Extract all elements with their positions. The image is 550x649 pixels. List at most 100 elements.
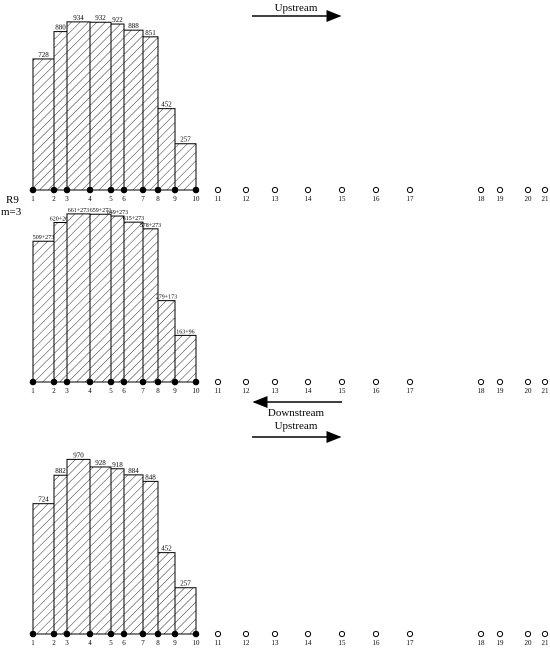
station-marker-15 (338, 630, 346, 638)
bar-value-label: 918 (112, 461, 123, 469)
station-marker-20 (524, 186, 532, 194)
station-marker-2 (50, 186, 58, 194)
station-marker-7 (139, 630, 147, 638)
station-label-3: 3 (65, 195, 69, 203)
bar-value-label: 509+273 (33, 235, 54, 241)
station-label-2: 2 (52, 195, 56, 203)
station-label-17: 17 (407, 387, 415, 395)
station-marker-2 (50, 630, 58, 638)
station-label-14: 14 (305, 639, 313, 647)
station-marker-15 (338, 186, 346, 194)
bar-4-5 (89, 21, 112, 191)
station-marker-18 (477, 186, 485, 194)
station-label-4: 4 (88, 195, 92, 203)
station-marker-17 (406, 630, 414, 638)
station-marker-18 (477, 378, 485, 386)
station-marker-12 (242, 378, 250, 386)
station-label-15: 15 (339, 639, 347, 647)
station-marker-8 (154, 630, 162, 638)
station-label-6: 6 (122, 387, 126, 395)
bar-value-label: 578+273 (140, 223, 161, 229)
station-marker-6 (120, 630, 128, 638)
station-label-21: 21 (542, 639, 550, 647)
station-marker-11 (214, 186, 222, 194)
bar-8-9 (157, 552, 176, 635)
station-marker-13 (271, 630, 279, 638)
bar-6-7 (123, 474, 144, 635)
station-marker-9 (171, 186, 179, 194)
bar-value-label: 649+273 (107, 210, 128, 216)
bar-4-5 (89, 466, 112, 635)
station-marker-21 (541, 378, 549, 386)
station-label-19: 19 (497, 639, 505, 647)
station-marker-13 (271, 186, 279, 194)
station-label-21: 21 (542, 387, 550, 395)
station-label-2: 2 (52, 387, 56, 395)
station-marker-17 (406, 186, 414, 194)
station-label-12: 12 (243, 387, 251, 395)
station-marker-19 (496, 630, 504, 638)
station-marker-5 (107, 186, 115, 194)
bar-value-label: 934 (73, 14, 84, 22)
bar-7-8 (142, 480, 159, 635)
station-marker-16 (372, 630, 380, 638)
bar-7-8 (142, 36, 159, 191)
station-marker-12 (242, 186, 250, 194)
upstream-top-label: Upstream (275, 2, 318, 14)
bar-value-label: 882 (55, 467, 66, 475)
bar-value-label: 279+173 (156, 295, 177, 301)
station-label-10: 10 (193, 639, 201, 647)
bar-8-9 (157, 108, 176, 191)
bar-value-label: 880 (55, 24, 66, 32)
station-marker-14 (304, 630, 312, 638)
m-label: m=3 (1, 206, 22, 218)
station-label-15: 15 (339, 195, 347, 203)
station-label-21: 21 (542, 195, 550, 203)
station-label-1: 1 (31, 387, 35, 395)
station-label-8: 8 (156, 387, 160, 395)
station-marker-8 (154, 378, 162, 386)
station-marker-1 (29, 186, 37, 194)
station-label-9: 9 (173, 639, 177, 647)
station-label-4: 4 (88, 387, 92, 395)
bar-5-6 (110, 215, 125, 383)
station-label-14: 14 (305, 387, 313, 395)
station-marker-16 (372, 378, 380, 386)
station-label-17: 17 (407, 195, 415, 203)
station-marker-14 (304, 186, 312, 194)
station-label-11: 11 (215, 387, 222, 395)
bar-3-4 (66, 21, 91, 191)
bar-value-label: 620+266 (50, 217, 71, 223)
bar-9-10 (174, 334, 197, 383)
station-label-19: 19 (497, 387, 505, 395)
bar-value-label: 615+273 (123, 216, 144, 222)
station-label-10: 10 (193, 387, 201, 395)
station-marker-9 (171, 378, 179, 386)
station-label-2: 2 (52, 639, 56, 647)
station-marker-20 (524, 630, 532, 638)
station-label-9: 9 (173, 195, 177, 203)
route-label: R9 (6, 194, 19, 206)
bar-value-label: 659+273 (90, 208, 111, 214)
station-label-18: 18 (478, 639, 486, 647)
bar-value-label: 884 (128, 467, 139, 475)
station-label-5: 5 (109, 195, 113, 203)
station-marker-6 (120, 378, 128, 386)
station-label-12: 12 (243, 639, 251, 647)
station-marker-6 (120, 186, 128, 194)
bar-9-10 (174, 587, 197, 635)
station-label-1: 1 (31, 195, 35, 203)
bar-value-label: 661+273 (68, 208, 89, 214)
station-marker-10 (192, 186, 200, 194)
station-label-19: 19 (497, 195, 505, 203)
bar-4-5 (89, 213, 112, 383)
station-marker-8 (154, 186, 162, 194)
bar-value-label: 452 (161, 545, 172, 553)
station-marker-1 (29, 630, 37, 638)
station-marker-13 (271, 378, 279, 386)
station-label-4: 4 (88, 639, 92, 647)
bar-5-6 (110, 23, 125, 191)
